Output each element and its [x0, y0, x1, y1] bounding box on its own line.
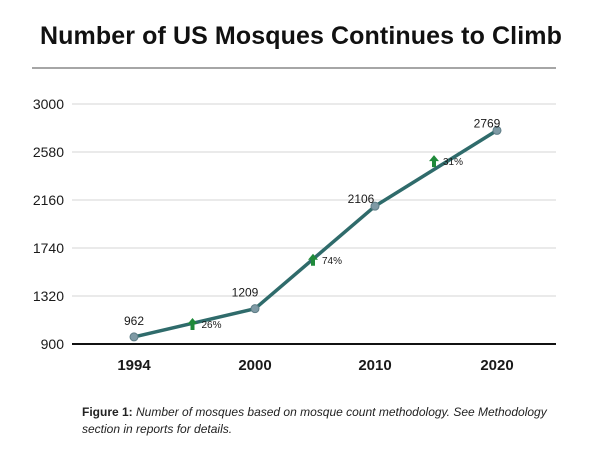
y-tick-label: 3000 — [33, 96, 64, 112]
caption-body: Number of mosques based on mosque count … — [82, 405, 547, 436]
data-point-marker — [129, 332, 139, 342]
up-arrow-icon — [429, 155, 439, 168]
data-label: 2769 — [474, 116, 501, 130]
up-arrow-icon — [187, 318, 198, 330]
x-tick-label: 2020 — [480, 357, 513, 374]
title-divider — [32, 67, 556, 69]
data-label: 962 — [124, 314, 144, 328]
x-tick-label: 2010 — [358, 357, 391, 374]
y-tick-label: 1320 — [33, 288, 64, 304]
figure-caption: Figure 1: Number of mosques based on mos… — [82, 404, 552, 438]
growth-annotation: 26% — [202, 320, 222, 331]
chart-title: Number of US Mosques Continues to Climb — [40, 22, 562, 50]
data-label: 1209 — [232, 286, 259, 300]
x-tick-label: 1994 — [117, 357, 151, 374]
data-point-marker — [492, 125, 502, 135]
caption-lead: Figure 1: — [82, 405, 133, 419]
growth-annotation: 31% — [443, 157, 463, 168]
data-point-marker — [250, 304, 260, 314]
data-label: 2106 — [348, 192, 375, 206]
y-tick-label: 2160 — [33, 192, 64, 208]
data-point-marker — [370, 201, 380, 211]
y-tick-label: 2580 — [33, 144, 64, 160]
x-tick-label: 2000 — [238, 357, 271, 374]
y-tick-label: 900 — [41, 336, 65, 352]
up-arrow-icon — [308, 253, 318, 266]
growth-annotation: 74% — [322, 256, 342, 267]
y-tick-label: 1740 — [33, 240, 64, 256]
